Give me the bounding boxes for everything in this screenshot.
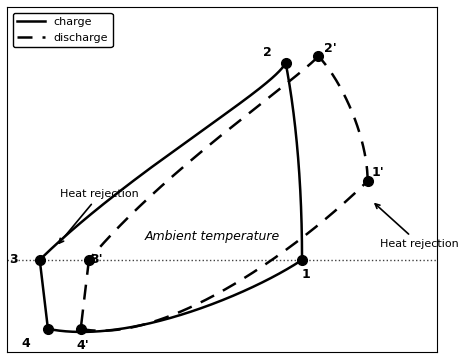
Text: Heat rejection: Heat rejection: [375, 204, 459, 249]
Text: Ambient temperature: Ambient temperature: [144, 230, 280, 243]
Text: 3': 3': [90, 253, 102, 266]
Text: 2': 2': [324, 41, 336, 54]
Text: 1': 1': [372, 166, 384, 179]
Legend: charge, discharge: charge, discharge: [12, 13, 112, 47]
Text: 4: 4: [21, 337, 30, 350]
Text: 3: 3: [9, 253, 18, 266]
Text: Heat rejection: Heat rejection: [59, 189, 139, 243]
Text: 2: 2: [263, 46, 272, 59]
Text: 1: 1: [302, 268, 310, 281]
Text: 4': 4': [76, 339, 89, 352]
